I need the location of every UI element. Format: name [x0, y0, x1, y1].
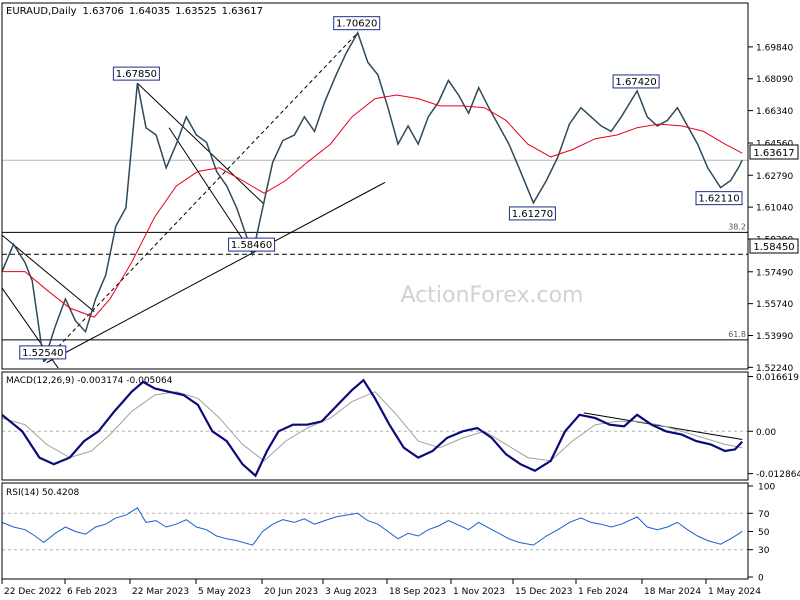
x-tick-label-6: 18 Sep 2023: [389, 587, 446, 597]
macd-title: MACD(12,26,9) -0.003174 -0.005064: [6, 376, 173, 386]
price-label-box-0: [333, 16, 381, 31]
price-label-box-4: [695, 191, 743, 206]
x-tick-label-8: 15 Dec 2023: [515, 587, 573, 597]
fib-label-0: 38.2: [728, 222, 746, 231]
rsi-tick-label-0: 100: [758, 483, 775, 493]
price-label-6: 1.52540: [22, 348, 63, 359]
x-tick-label-11: 1 May 2024: [708, 587, 761, 597]
price-trendline-2: [137, 82, 265, 205]
price-tick-label-8: 1.55740: [756, 300, 793, 310]
price-label-box-5: [228, 237, 276, 252]
rsi-panel: RSI(14) 50.4208 100 70 50 30 0: [1, 482, 775, 584]
price-label-box-1: [112, 66, 160, 81]
rsi-axis-ticks: 100 70 50 30 0: [748, 483, 775, 584]
header-close: 1.63617: [222, 6, 263, 17]
rsi-tick-label-4: 0: [758, 574, 764, 584]
price-tick-label-0: 1.69840: [756, 43, 793, 53]
header-high: 1.64035: [129, 6, 170, 17]
price-label-0: 1.70620: [336, 19, 377, 30]
x-tick-label-9: 1 Feb 2024: [578, 587, 629, 597]
price-tick-label-9: 1.53990: [756, 332, 793, 342]
x-axis: 22 Dec 2022 6 Feb 2023 22 Mar 2023 5 May 20…: [1, 579, 761, 597]
moving-average-line: [2, 94, 743, 318]
macd-axis-ticks: 0.016619 0.00 -0.012864: [748, 373, 800, 480]
price-label-4: 1.62110: [698, 194, 739, 205]
price-tick-label-1: 1.68090: [756, 75, 793, 85]
macd-line: [1, 378, 743, 478]
header-open: 1.63706: [83, 6, 124, 17]
x-tick-label-5: 3 Aug 2023: [325, 587, 377, 597]
rsi-tick-label-1: 70: [758, 510, 770, 520]
price-trendline-1: [43, 32, 359, 363]
level-tag: 1.58450: [753, 242, 794, 253]
price-label-5: 1.58460: [231, 240, 272, 251]
x-tick-label-2: 22 Mar 2023: [132, 587, 189, 597]
fib-label-1: 61.8: [728, 330, 746, 339]
rsi-line: [1, 507, 743, 546]
price-panel-frame: [1, 2, 749, 370]
price-trendline-3: [1, 234, 95, 313]
macd-tick-label-2: -0.012864: [756, 470, 800, 480]
rsi-title: RSI(14) 50.4208: [6, 488, 79, 498]
macd-signal-line: [1, 391, 743, 462]
price-annotations: 1.70620 1.67850 1.67420 1.61270 1.62110 1.584…: [19, 16, 743, 360]
price-tick-label-4: 1.62790: [756, 172, 793, 182]
price-label-1: 1.67850: [116, 69, 157, 80]
rsi-tick-label-2: 50: [758, 528, 770, 538]
fibonacci-levels: 38.2 61.8: [2, 222, 748, 341]
x-tick-label-4: 20 Jun 2023: [264, 587, 318, 597]
header-symbol: EURAUD,Daily: [6, 6, 77, 17]
x-tick-label-3: 5 May 2023: [198, 587, 251, 597]
level-tag-box: [749, 238, 799, 254]
price-label-box-6: [19, 345, 67, 360]
macd-panel-frame: [1, 371, 749, 481]
header-low: 1.63525: [175, 6, 216, 17]
x-tick-label-1: 6 Feb 2023: [67, 587, 117, 597]
price-panel: 38.261.8 ActionForex.com 1.706201.678501…: [1, 2, 799, 374]
price-trendline-0: [46, 181, 386, 364]
rsi-tick-label-3: 30: [758, 546, 770, 556]
price-label-box-2: [612, 74, 660, 89]
price-label-2: 1.67420: [615, 77, 656, 88]
price-label-box-3: [508, 206, 556, 221]
price-series-line: [1, 30, 743, 363]
watermark: ActionForex.com: [401, 283, 584, 308]
macd-panel: MACD(12,26,9) -0.003174 -0.005064 0.0166…: [1, 371, 800, 481]
price-tick-label-2: 1.66340: [756, 107, 793, 117]
price-trendline-5: [168, 127, 254, 255]
chart-header: EURAUD,Daily 1.63706 1.64035 1.63525 1.63617: [6, 6, 263, 17]
price-tick-label-5: 1.61040: [756, 204, 793, 214]
current-price-tag-box: [749, 144, 799, 160]
rsi-levels: [2, 512, 748, 551]
x-tick-label-7: 1 Nov 2023: [453, 587, 505, 597]
x-tick-label-10: 18 Mar 2024: [644, 587, 701, 597]
price-tick-label-10: 1.52240: [756, 364, 793, 374]
price-label-3: 1.61270: [512, 209, 553, 220]
macd-tick-label-0: 0.016619: [756, 373, 799, 383]
x-tick-label-0: 22 Dec 2022: [4, 587, 62, 597]
macd-tick-label-1: 0.00: [756, 428, 776, 438]
price-tick-label-7: 1.57490: [756, 268, 793, 278]
price-trendlines: [1, 32, 386, 369]
current-price-tag: 1.63617: [753, 148, 794, 159]
